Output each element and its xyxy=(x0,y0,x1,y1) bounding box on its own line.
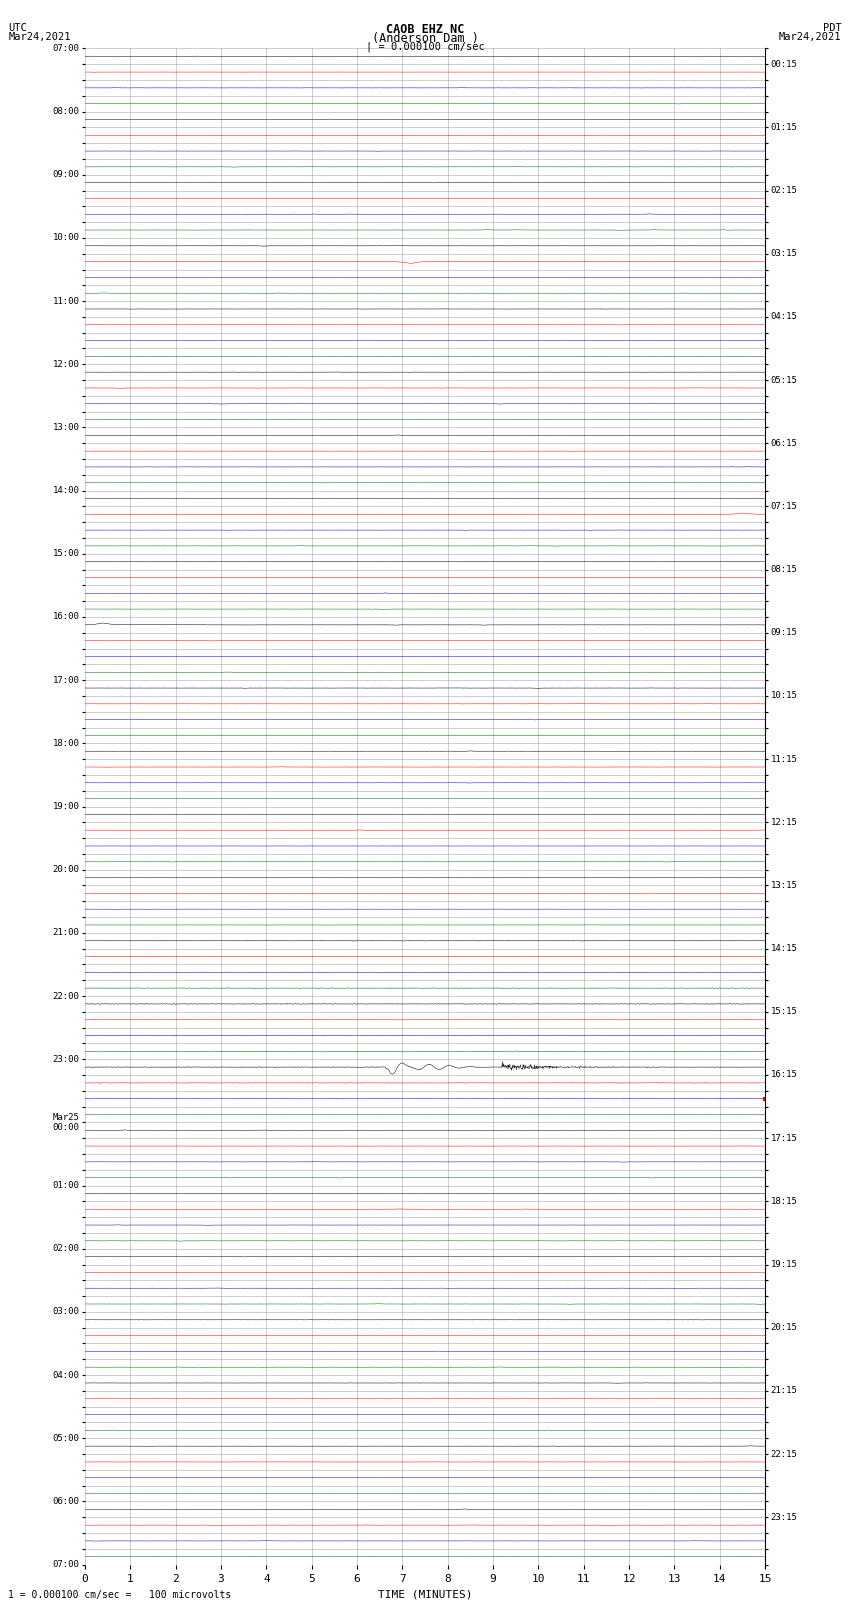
Text: PDT: PDT xyxy=(823,23,842,32)
Text: UTC: UTC xyxy=(8,23,27,32)
Text: 1 = 0.000100 cm/sec =   100 microvolts: 1 = 0.000100 cm/sec = 100 microvolts xyxy=(8,1590,232,1600)
Text: Mar24,2021: Mar24,2021 xyxy=(8,32,71,42)
Text: | = 0.000100 cm/sec: | = 0.000100 cm/sec xyxy=(366,42,484,53)
Text: Mar24,2021: Mar24,2021 xyxy=(779,32,842,42)
Text: (Anderson Dam ): (Anderson Dam ) xyxy=(371,32,479,45)
Text: CAOB EHZ NC: CAOB EHZ NC xyxy=(386,23,464,35)
X-axis label: TIME (MINUTES): TIME (MINUTES) xyxy=(377,1589,473,1598)
